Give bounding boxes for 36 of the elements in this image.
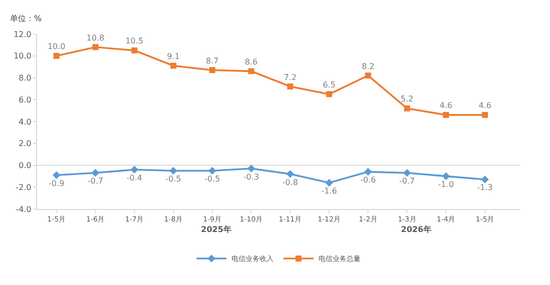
y-tick-label: 8.0 — [18, 74, 32, 83]
data-label: 4.6 — [478, 101, 492, 110]
data-label: 8.7 — [206, 56, 219, 66]
data-label: 10.0 — [48, 42, 66, 52]
y-tick-label: 4.0 — [18, 117, 32, 126]
y-tick-label: 12.0 — [14, 30, 32, 39]
y-axis-title: 单位：% — [10, 14, 42, 23]
data-label: -0.5 — [204, 174, 220, 184]
data-label: -0.7 — [399, 176, 415, 186]
data-label: 8.6 — [244, 57, 258, 66]
y-tick-label: 6.0 — [18, 95, 32, 104]
text: 2025年 — [201, 225, 232, 234]
y-tick-label: 0.0 — [18, 161, 32, 170]
data-label: -0.6 — [360, 176, 376, 185]
data-label: -0.4 — [126, 173, 142, 182]
data-label: -0.8 — [282, 178, 298, 187]
data-label: 8.2 — [362, 62, 374, 71]
data-label: 6.5 — [322, 80, 336, 90]
data-label: -1.6 — [321, 186, 337, 196]
data-label: 5.2 — [400, 94, 414, 104]
data-label: -0.9 — [48, 178, 64, 188]
data-label: 9.1 — [166, 52, 180, 61]
data-label: 4.6 — [440, 101, 452, 110]
data-label: 10.8 — [86, 33, 104, 42]
data-label: -0.7 — [88, 176, 104, 186]
y-tick-label: -4.0 — [16, 204, 32, 214]
text: 2026年 — [401, 225, 432, 234]
y-tick-label: 10.0 — [14, 52, 32, 61]
data-label: -1.3 — [477, 183, 493, 192]
data-label: -0.3 — [243, 172, 260, 182]
data-label: -0.5 — [166, 174, 182, 184]
data-label: 10.5 — [125, 36, 144, 46]
y-tick-label: 2.0 — [18, 139, 32, 148]
data-label: -1.0 — [438, 180, 454, 189]
data-label: 7.2 — [284, 72, 297, 82]
y-tick-label: -2.0 — [16, 182, 32, 192]
